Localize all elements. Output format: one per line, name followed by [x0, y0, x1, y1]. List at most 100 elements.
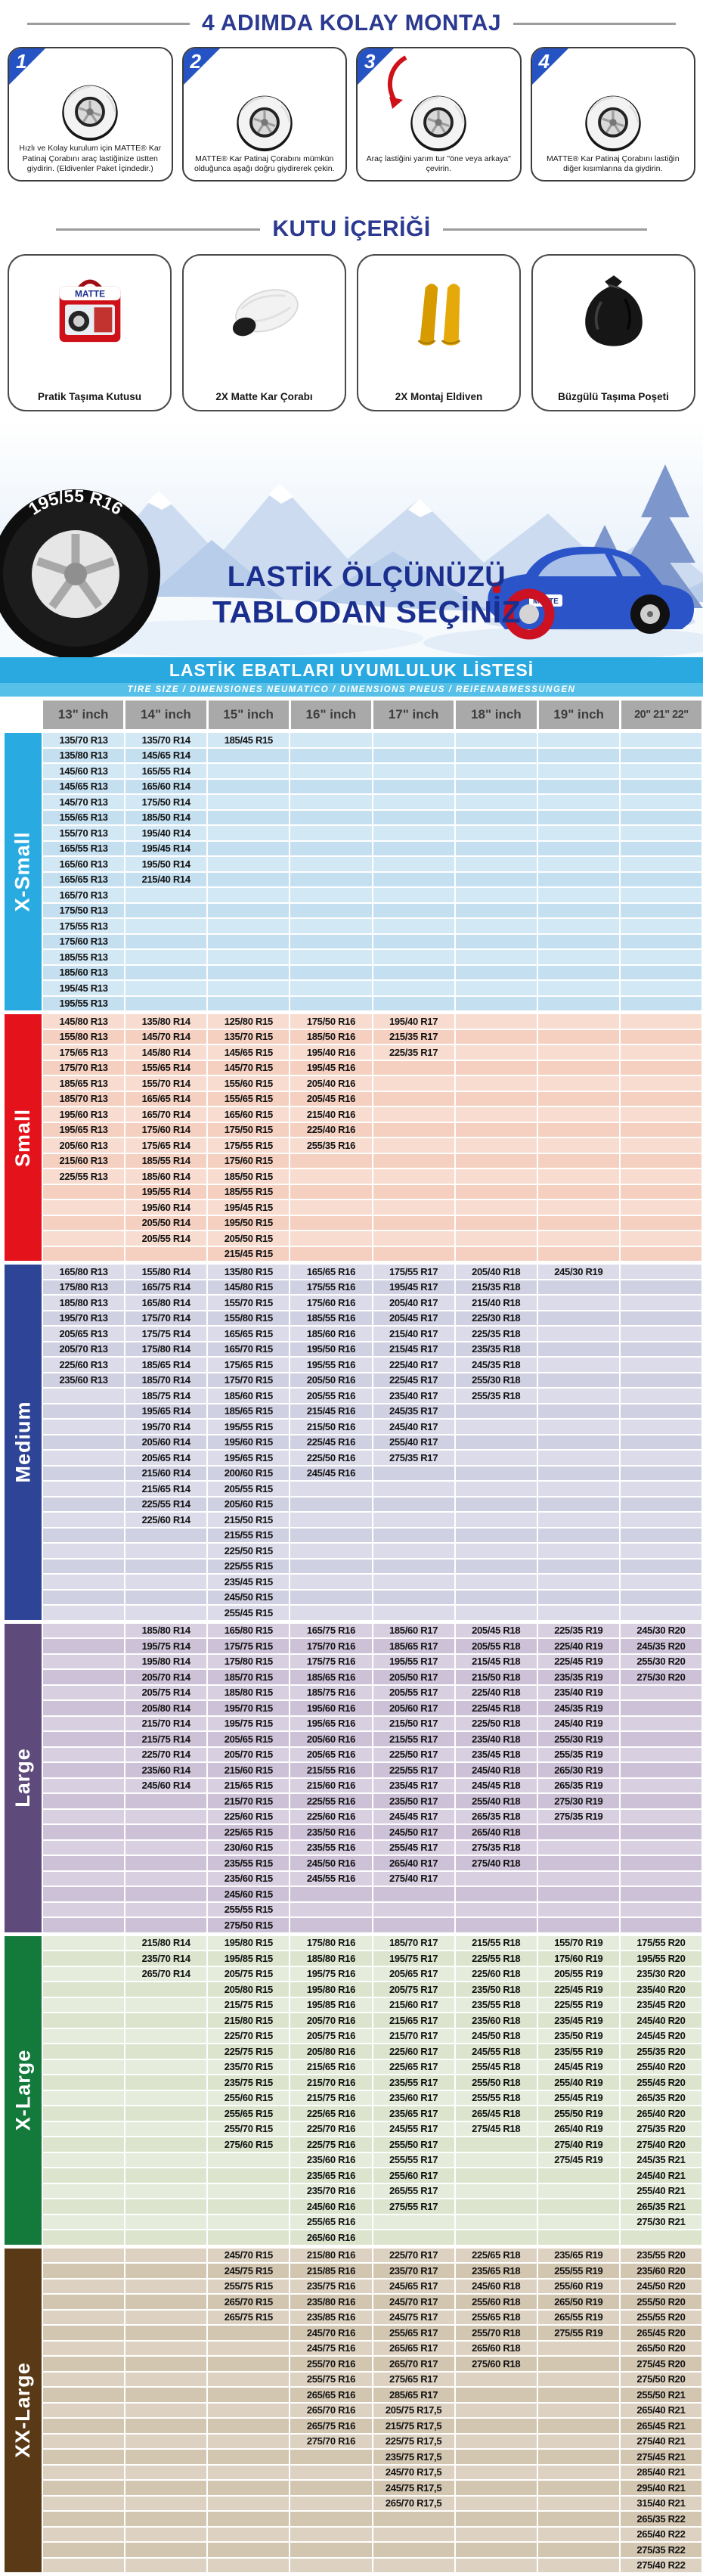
empty-cell: [537, 2419, 619, 2433]
empty-cell: [373, 841, 454, 855]
tire-size-cell: 225/40 R17: [373, 1358, 454, 1372]
tire-size-cell: 205/70 R16: [290, 2013, 372, 2028]
tire-size-cell: 165/70 R15: [208, 1342, 290, 1356]
tire-size-cell: 145/80 R13: [43, 1014, 125, 1029]
tire-size-cell: 255/30 R19: [537, 1732, 619, 1746]
empty-cell: [43, 2481, 125, 2495]
tire-size-cell: 245/55 R18: [455, 2044, 537, 2059]
tire-size-cell: 235/45 R15: [208, 1575, 290, 1589]
tire-size-cell: 215/35 R18: [455, 1280, 537, 1294]
tire-size-cell: 255/65 R18: [455, 2310, 537, 2324]
empty-cell: [537, 1840, 619, 1854]
tire-size-cell: 205/80 R14: [125, 1701, 207, 1715]
tire-size-cell: 205/55 R15: [208, 1482, 290, 1496]
empty-cell: [43, 2527, 125, 2541]
tire-size-cell: 195/65 R15: [208, 1451, 290, 1465]
tire-size-cell: 265/40 R17: [373, 1856, 454, 1870]
empty-cell: [43, 1246, 125, 1261]
empty-cell: [620, 1138, 701, 1153]
empty-cell: [208, 888, 290, 902]
empty-cell: [620, 1029, 701, 1044]
tire-graphic: 195/55 R16: [0, 486, 160, 657]
tire-size-cell: 245/70 R17: [373, 2295, 454, 2309]
empty-cell: [455, 2214, 537, 2229]
empty-cell: [43, 2326, 125, 2340]
tire-size-cell: 165/80 R15: [208, 1623, 290, 1637]
empty-cell: [43, 1982, 125, 1997]
empty-cell: [455, 841, 537, 855]
empty-cell: [455, 857, 537, 871]
empty-cell: [43, 2558, 125, 2572]
tire-size-cell: 255/55 R19: [537, 2264, 619, 2278]
tire-size-cell: 255/55 R20: [620, 2310, 701, 2324]
empty-cell: [373, 1231, 454, 1246]
tire-size-cell: 295/40 R21: [620, 2481, 701, 2495]
empty-cell: [125, 2168, 207, 2183]
empty-cell: [620, 1763, 701, 1777]
empty-cell: [455, 1544, 537, 1558]
tire-size-cell: 225/35 R19: [537, 1623, 619, 1637]
empty-cell: [43, 2279, 125, 2293]
tire-size-cell: 225/60 R14: [125, 1513, 207, 1527]
tire-size-cell: 225/55 R13: [43, 1169, 125, 1184]
empty-cell: [43, 1997, 125, 2012]
empty-cell: [290, 2465, 372, 2479]
tire-size-cell: 195/85 R16: [290, 1997, 372, 2012]
empty-cell: [125, 2543, 207, 2557]
compatibility-table: LASTİK EBATLARI UYUMLULUK LİSTESİ TIRE S…: [0, 657, 703, 2572]
tire-size-cell: 205/40 R18: [455, 1265, 537, 1279]
empty-cell: [43, 2152, 125, 2167]
empty-cell: [43, 1825, 125, 1839]
tire-size-cell: 275/40 R19: [537, 2137, 619, 2152]
empty-cell: [43, 1685, 125, 1699]
empty-cell: [208, 795, 290, 809]
empty-cell: [455, 826, 537, 840]
tire-size-cell: 225/55 R18: [455, 1951, 537, 1966]
tire-size-cell: 245/50 R17: [373, 1825, 454, 1839]
tire-size-cell: 255/60 R19: [537, 2279, 619, 2293]
tire-size-cell: 235/55 R18: [455, 1997, 537, 2012]
empty-cell: [125, 1856, 207, 1870]
tire-size-cell: 245/75 R15: [208, 2264, 290, 2278]
empty-cell: [290, 857, 372, 871]
empty-cell: [290, 2481, 372, 2495]
tire-size-cell: 225/30 R18: [455, 1311, 537, 1325]
empty-cell: [125, 996, 207, 1010]
empty-cell: [537, 1575, 619, 1589]
empty-cell: [43, 1856, 125, 1870]
tire-size-cell: 235/65 R18: [455, 2264, 537, 2278]
empty-cell: [537, 981, 619, 995]
empty-cell: [537, 810, 619, 824]
step-card-4: 4 MATTE® Kar Patinaj Çorabını lastiğin d…: [530, 47, 695, 182]
empty-cell: [537, 1296, 619, 1310]
empty-cell: [620, 1559, 701, 1573]
tire-size-cell: 165/65 R14: [125, 1091, 207, 1106]
empty-cell: [125, 2388, 207, 2402]
empty-cell: [373, 1590, 454, 1604]
empty-cell: [43, 1497, 125, 1511]
empty-cell: [537, 1497, 619, 1511]
empty-cell: [290, 965, 372, 979]
empty-cell: [373, 1169, 454, 1184]
empty-cell: [125, 1528, 207, 1542]
tire-size-cell: 185/50 R15: [208, 1169, 290, 1184]
empty-cell: [537, 965, 619, 979]
tire-size-cell: 195/45 R13: [43, 981, 125, 995]
tire-size-cell: 205/65 R15: [208, 1732, 290, 1746]
empty-cell: [537, 2214, 619, 2229]
tire-size-cell: 255/45 R17: [373, 1840, 454, 1854]
empty-cell: [537, 1014, 619, 1029]
empty-cell: [620, 996, 701, 1010]
tire-size-cell: 235/60 R14: [125, 1763, 207, 1777]
tire-size-cell: 235/60 R17: [373, 2090, 454, 2105]
empty-cell: [43, 1871, 125, 1885]
tire-size-cell: 215/40 R17: [373, 1327, 454, 1341]
tire-size-cell: 275/60 R18: [455, 2357, 537, 2371]
tire-size-cell: 275/45 R18: [455, 2121, 537, 2136]
empty-cell: [620, 1685, 701, 1699]
empty-cell: [620, 1107, 701, 1122]
tire-size-cell: 235/45 R20: [620, 1997, 701, 2012]
empty-cell: [620, 1169, 701, 1184]
tire-size-cell: 265/35 R19: [537, 1778, 619, 1792]
empty-cell: [125, 1575, 207, 1589]
